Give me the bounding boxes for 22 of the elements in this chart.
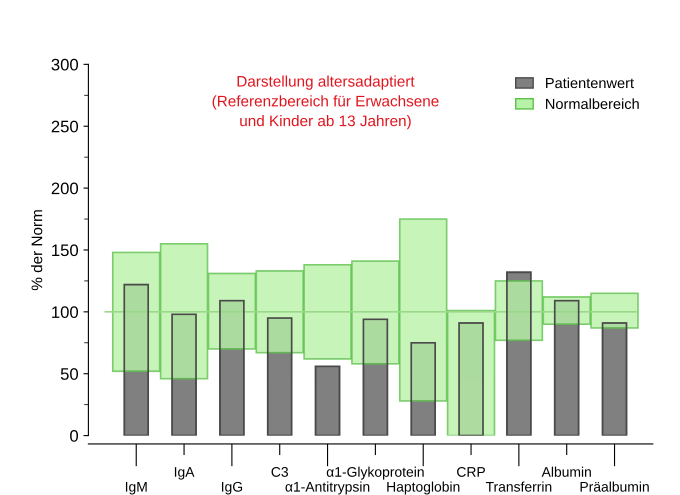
y-axis-title: % der Norm [31,210,42,290]
x-tick-label: Albumin [542,466,591,477]
legend-label: Normalbereich [546,98,639,110]
y-tick-label: 100 [52,306,78,318]
x-tick-label: Transferrin [486,482,552,492]
x-tick-label: IgM [126,482,147,494]
x-tick-label: Präalbumin [580,482,649,492]
x-tick-label: IgG [222,482,242,494]
x-tick-label: IgA [174,467,194,480]
legend-label: Patientenwert [546,77,634,88]
x-tick-label: Haptoglobin [387,482,460,494]
x-tick-label: C3 [272,467,288,477]
x-tick-label: α1-Glykoprotein [326,466,424,480]
y-tick-label: 300 [52,58,78,71]
x-tick-label: CRP [457,467,485,477]
y-tick-label: 250 [52,120,78,132]
annotation: Darstellung altersadaptiert (Referenzbereich für Erwachsene und Kinder ab 13 Jahren) [212,75,439,130]
y-tick-label: 50 [60,368,78,380]
x-tick-label: α1-Antitrypsin [286,482,370,494]
y-tick-label: 0 [70,430,78,442]
y-tick-label: 200 [52,182,78,194]
y-tick-label: 150 [52,244,78,256]
